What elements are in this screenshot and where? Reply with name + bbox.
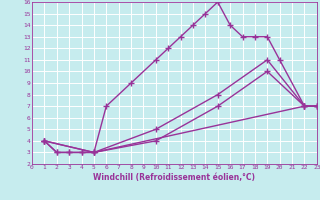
X-axis label: Windchill (Refroidissement éolien,°C): Windchill (Refroidissement éolien,°C) [93,173,255,182]
